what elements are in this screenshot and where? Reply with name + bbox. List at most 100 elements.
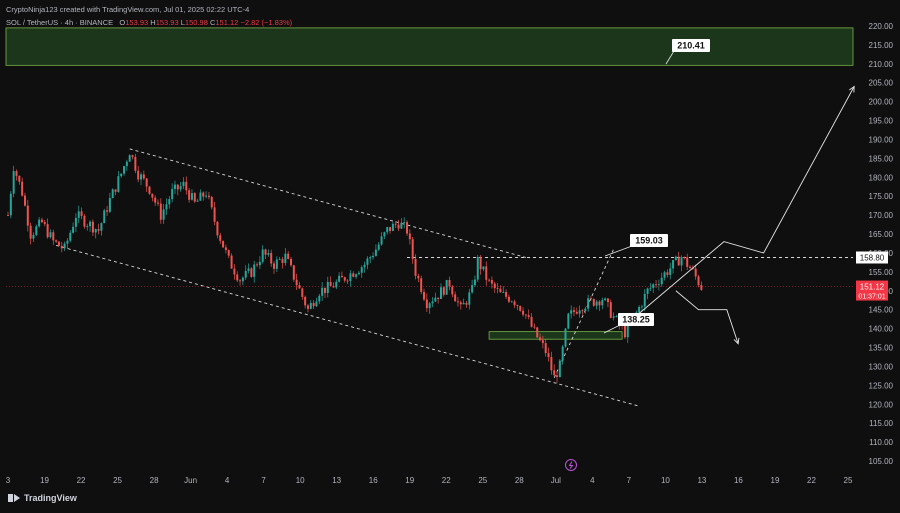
candle-body — [437, 297, 440, 299]
candle-body — [270, 253, 273, 264]
candle-body — [363, 264, 366, 268]
candle-body — [15, 171, 18, 176]
candle-body — [423, 291, 426, 300]
candle-body — [397, 224, 400, 229]
candle-body — [295, 279, 298, 286]
candle-body — [604, 298, 607, 301]
candle-body — [366, 258, 369, 265]
candle-body — [428, 303, 431, 309]
candle-body — [86, 226, 89, 227]
candle-body — [510, 301, 513, 303]
candle-body — [171, 188, 174, 200]
candle-body — [318, 295, 321, 302]
y-tick-label: 185.00 — [869, 154, 894, 163]
candles — [7, 153, 703, 383]
candle-body — [349, 273, 352, 282]
candle-body — [290, 258, 292, 266]
candle-body — [179, 186, 182, 190]
candle-body — [411, 239, 414, 260]
bearish-projection-arrow — [675, 290, 739, 344]
candle-body — [111, 189, 114, 199]
candle-body — [683, 257, 686, 258]
candle-body — [151, 193, 154, 198]
candle-body — [547, 353, 550, 358]
candle-body — [490, 280, 493, 284]
x-tick-label: Jul — [551, 476, 561, 485]
candle-body — [672, 260, 675, 269]
candle-body — [261, 249, 264, 262]
candle-body — [159, 203, 162, 220]
candle-body — [394, 223, 397, 225]
candle-body — [456, 301, 459, 303]
candle-body — [558, 360, 561, 378]
candle-body — [55, 240, 58, 242]
candle-body — [205, 195, 208, 197]
upper-target-zone — [5, 27, 854, 66]
candle-body — [287, 253, 290, 259]
candle-body — [657, 284, 660, 286]
candle-body — [156, 202, 159, 204]
tradingview-logo[interactable]: TradingView — [8, 493, 77, 503]
candle-body — [598, 301, 601, 306]
x-tick-label: 13 — [332, 476, 341, 485]
y-tick-label: 210.00 — [869, 60, 894, 69]
candle-body — [403, 222, 406, 223]
tradingview-logo-icon — [8, 494, 20, 502]
candle-body — [323, 287, 326, 293]
candle-body — [253, 264, 256, 277]
price-axis[interactable]: 105.00 110.00 115.00 120.00 125.00 130.00 135.… — [856, 22, 894, 466]
x-tick-label: 10 — [661, 476, 670, 485]
candle-body — [236, 274, 239, 281]
y-tick-label: 145.00 — [869, 306, 894, 315]
event-marker-icon — [565, 459, 577, 471]
candle-body — [451, 286, 454, 295]
x-tick-label: 16 — [369, 476, 378, 485]
candle-body — [573, 310, 575, 312]
candle-body — [694, 268, 697, 277]
candle-body — [541, 340, 544, 344]
candle-body — [400, 222, 403, 229]
candle-body — [77, 211, 80, 218]
candle-body — [193, 193, 196, 202]
candle-body — [227, 250, 230, 256]
candle-body — [539, 337, 542, 341]
candle-body — [91, 221, 94, 233]
level-159-label: 159.03 — [635, 236, 663, 246]
channel-lower-line — [55, 244, 640, 407]
candle-body — [575, 311, 578, 314]
y-tick-label: 130.00 — [869, 362, 894, 371]
candle-body — [247, 268, 250, 271]
candle-body — [355, 274, 358, 277]
x-tick-label: 25 — [844, 476, 853, 485]
candle-body — [462, 302, 465, 305]
candle-body — [513, 301, 516, 306]
candle-body — [18, 175, 21, 182]
candle-body — [431, 301, 434, 304]
close-value: 151.12 — [215, 18, 239, 27]
candle-body — [52, 232, 55, 241]
candle-body — [298, 285, 301, 289]
candle-body — [241, 277, 244, 282]
x-tick-label: 28 — [150, 476, 159, 485]
low-value: 150.98 — [184, 18, 208, 27]
candle-body — [564, 328, 567, 347]
candle-body — [340, 275, 343, 278]
candle-body — [233, 268, 236, 275]
level-138-box — [618, 313, 654, 326]
candle-body — [29, 225, 32, 239]
candle-body — [134, 156, 137, 171]
candle-body — [488, 279, 491, 281]
candle-body — [417, 275, 420, 279]
candle-body — [609, 302, 612, 318]
y-tick-label: 190.00 — [869, 135, 894, 144]
time-axis[interactable]: 3 19 22 25 28 Jun 4 7 10 13 16 19 22 25 28 Jul 4 7 10 13 16 1… — [6, 459, 853, 486]
candle-body — [312, 303, 315, 307]
candle-body — [26, 205, 29, 226]
candle-body — [301, 288, 304, 297]
candle-body — [663, 272, 666, 278]
candle-body — [173, 184, 176, 189]
candle-body — [439, 287, 442, 299]
y-tick-label: 155.00 — [869, 268, 894, 277]
